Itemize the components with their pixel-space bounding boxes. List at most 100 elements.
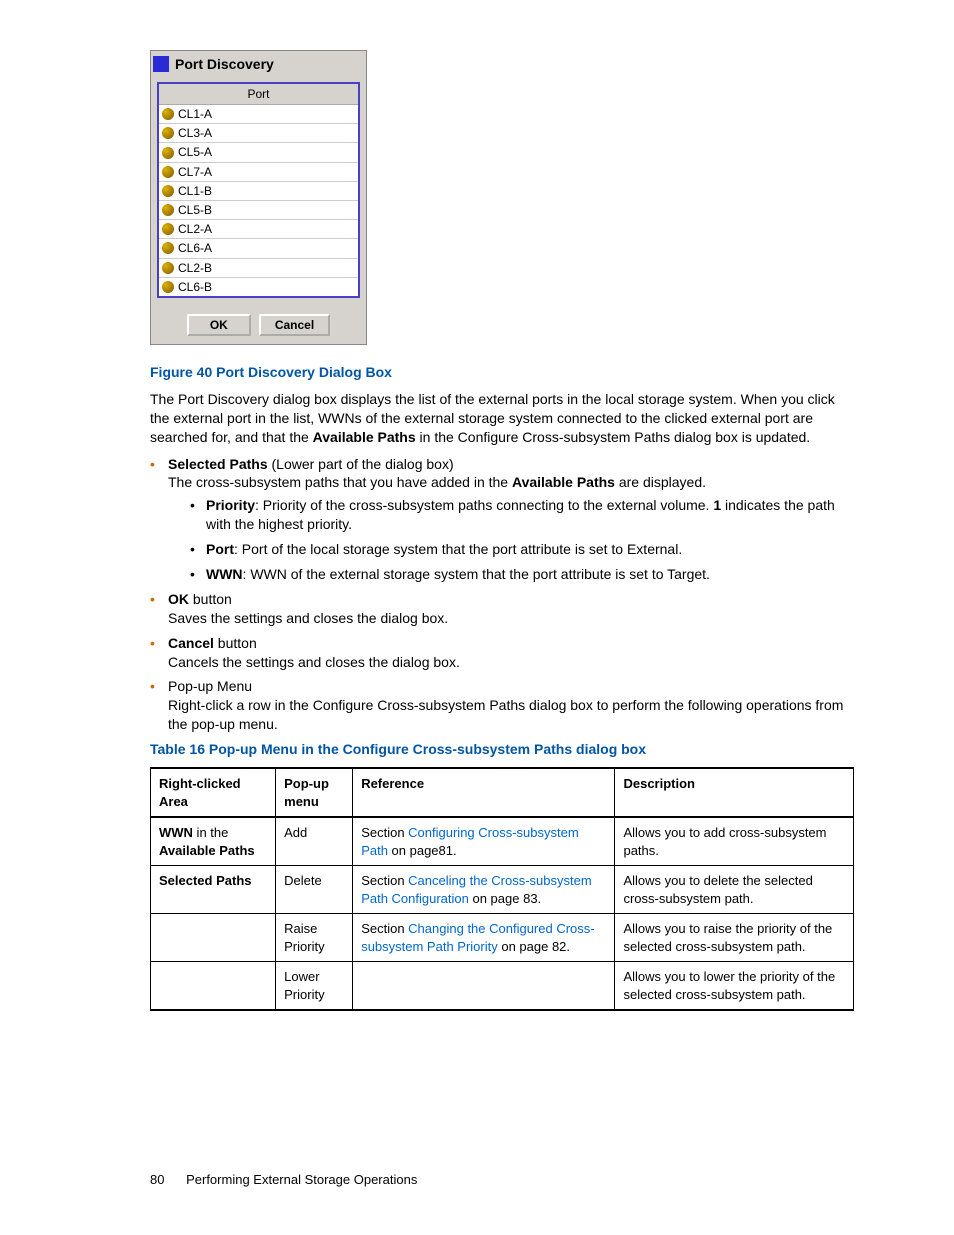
table-caption: Table 16 Pop-up Menu in the Configure Cr…: [150, 740, 854, 759]
page-footer: 80 Performing External Storage Operation…: [150, 1171, 854, 1189]
cancel-rest: button: [214, 635, 257, 651]
table-row: Raise PrioritySection Changing the Confi…: [151, 914, 854, 962]
port-label: CL3-A: [178, 125, 212, 141]
popup-line: Right-click a row in the Configure Cross…: [168, 697, 843, 732]
table-row: Lower Priority Allows you to lower the pr…: [151, 962, 854, 1011]
item-cancel: Cancel button Cancels the settings and c…: [150, 634, 854, 672]
intro-text-b: in the Configure Cross-subsystem Paths d…: [416, 429, 811, 445]
port-list: Port CL1-A CL3-A CL5-A CL7-A CL1-B CL5-B CL2-A…: [157, 82, 360, 298]
port-row[interactable]: CL1-A: [159, 105, 358, 124]
selpaths-line2b: Available Paths: [512, 474, 615, 490]
cell-menu: Raise Priority: [276, 914, 353, 962]
port-label: CL2-B: [178, 260, 212, 276]
port-icon: [162, 223, 174, 235]
selpaths-rest: (Lower part of the dialog box): [268, 456, 454, 472]
port-text: : Port of the local storage system that …: [234, 541, 682, 557]
th-desc: Description: [615, 768, 854, 817]
cell-reference: Section Canceling the Cross-subsystem Pa…: [353, 866, 615, 914]
table-row: WWN in the Available PathsAddSection Con…: [151, 817, 854, 866]
intro-paragraph: The Port Discovery dialog box displays t…: [150, 390, 854, 447]
cell-area: [151, 914, 276, 962]
port-row[interactable]: CL2-B: [159, 259, 358, 278]
ok-line: Saves the settings and closes the dialog…: [168, 610, 448, 626]
port-icon: [162, 166, 174, 178]
th-ref: Reference: [353, 768, 615, 817]
port-label: CL1-B: [178, 183, 212, 199]
port-column-header: Port: [159, 84, 358, 105]
priority-bold2: 1: [713, 497, 721, 513]
cancel-button[interactable]: Cancel: [259, 314, 330, 336]
cell-description: Allows you to delete the selected cross-…: [615, 866, 854, 914]
port-icon: [162, 262, 174, 274]
sub-wwn: WWN: WWN of the external storage system …: [190, 565, 854, 584]
port-icon: [162, 127, 174, 139]
th-menu: Pop-up menu: [276, 768, 353, 817]
port-icon: [162, 204, 174, 216]
item-ok: OK button Saves the settings and closes …: [150, 590, 854, 628]
port-label: CL5-A: [178, 144, 212, 160]
port-icon: [162, 108, 174, 120]
table-header-row: Right-clicked Area Pop-up menu Reference…: [151, 768, 854, 817]
port-label: CL2-A: [178, 221, 212, 237]
dialog-icon: [153, 56, 169, 72]
selpaths-sublist: Priority: Priority of the cross-subsyste…: [168, 496, 854, 584]
port-row[interactable]: CL1-B: [159, 182, 358, 201]
cell-menu: Delete: [276, 866, 353, 914]
port-icon: [162, 281, 174, 293]
th-area: Right-clicked Area: [151, 768, 276, 817]
port-label: CL7-A: [178, 164, 212, 180]
port-row[interactable]: CL6-A: [159, 239, 358, 258]
cell-area: WWN in the Available Paths: [151, 817, 276, 866]
ok-bold: OK: [168, 591, 189, 607]
cancel-bold: Cancel: [168, 635, 214, 651]
port-row[interactable]: CL5-A: [159, 143, 358, 162]
selpaths-line2c: are displayed.: [615, 474, 706, 490]
dialog-title-text: Port Discovery: [175, 55, 274, 74]
popup-menu-table: Right-clicked Area Pop-up menu Reference…: [150, 767, 854, 1011]
sub-port: Port: Port of the local storage system t…: [190, 540, 854, 559]
port-row[interactable]: CL6-B: [159, 278, 358, 296]
description-list: Selected Paths (Lower part of the dialog…: [150, 455, 854, 735]
cell-reference: Section Changing the Configured Cross-su…: [353, 914, 615, 962]
footer-section: Performing External Storage Operations: [186, 1172, 417, 1187]
cell-menu: Lower Priority: [276, 962, 353, 1011]
priority-bold: Priority: [206, 497, 255, 513]
page-number: 80: [150, 1171, 164, 1189]
cell-description: Allows you to lower the priority of the …: [615, 962, 854, 1011]
item-selected-paths: Selected Paths (Lower part of the dialog…: [150, 455, 854, 584]
selpaths-line2a: The cross-subsystem paths that you have …: [168, 474, 512, 490]
wwn-bold: WWN: [206, 566, 243, 582]
port-icon: [162, 185, 174, 197]
cell-area: [151, 962, 276, 1011]
port-bold: Port: [206, 541, 234, 557]
dialog-titlebar: Port Discovery: [151, 51, 366, 78]
cell-area: Selected Paths: [151, 866, 276, 914]
port-discovery-dialog: Port Discovery Port CL1-A CL3-A CL5-A CL7-A…: [150, 50, 367, 345]
popup-lead: Pop-up Menu: [168, 678, 252, 694]
figure-caption: Figure 40 Port Discovery Dialog Box: [150, 363, 854, 382]
wwn-text: : WWN of the external storage system tha…: [243, 566, 710, 582]
cell-reference: [353, 962, 615, 1011]
sub-priority: Priority: Priority of the cross-subsyste…: [190, 496, 854, 534]
cell-description: Allows you to add cross-subsystem paths.: [615, 817, 854, 866]
dialog-button-row: OK Cancel: [151, 308, 366, 344]
port-label: CL6-B: [178, 279, 212, 295]
table-row: Selected PathsDeleteSection Canceling th…: [151, 866, 854, 914]
port-label: CL5-B: [178, 202, 212, 218]
ok-button[interactable]: OK: [187, 314, 251, 336]
intro-bold: Available Paths: [313, 429, 416, 445]
item-popup: Pop-up Menu Right-click a row in the Con…: [150, 677, 854, 734]
port-label: CL1-A: [178, 106, 212, 122]
cell-menu: Add: [276, 817, 353, 866]
port-row[interactable]: CL2-A: [159, 220, 358, 239]
selpaths-bold: Selected Paths: [168, 456, 268, 472]
port-label: CL6-A: [178, 240, 212, 256]
cell-description: Allows you to raise the priority of the …: [615, 914, 854, 962]
port-icon: [162, 242, 174, 254]
cell-reference: Section Configuring Cross-subsystem Path…: [353, 817, 615, 866]
port-row[interactable]: CL5-B: [159, 201, 358, 220]
cancel-line: Cancels the settings and closes the dial…: [168, 654, 460, 670]
port-row[interactable]: CL7-A: [159, 163, 358, 182]
port-row[interactable]: CL3-A: [159, 124, 358, 143]
priority-text: : Priority of the cross-subsystem paths …: [255, 497, 713, 513]
